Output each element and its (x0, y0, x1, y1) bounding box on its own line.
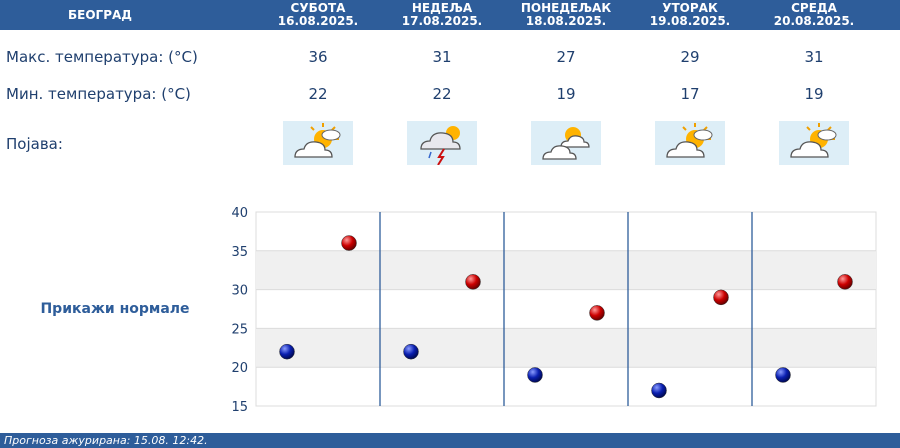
phenomenon-label: Појава: (6, 135, 63, 153)
day-name: ПОНЕДЕЉАК (520, 1, 612, 15)
partly-cloudy-sun-icon (531, 121, 601, 165)
day-name: СУБОТА (290, 1, 346, 15)
day-date: 19.08.2025. (649, 14, 731, 28)
max-temp-value: 29 (680, 48, 700, 66)
max-temp-point (341, 235, 357, 251)
max-temp-point (837, 274, 853, 290)
day-header-2: НЕДЕЉА 17.08.2025. (380, 2, 504, 28)
day-date: 20.08.2025. (773, 14, 855, 28)
max-temp-value: 31 (804, 48, 824, 66)
grid-band (256, 328, 876, 368)
y-tick-label: 25 (231, 322, 248, 337)
y-tick-label: 30 (231, 284, 248, 299)
min-temp-label: Мин. температура: (°C) (6, 85, 191, 103)
day-header-1: СУБОТА 16.08.2025. (256, 2, 380, 28)
partly-cloudy-sun-icon (283, 121, 353, 165)
max-temp-point (465, 274, 481, 290)
max-temp-value: 27 (556, 48, 576, 66)
max-temp-label: Макс. температура: (°C) (6, 48, 198, 66)
footer-bar: Прогноза ажурирана: 15.08. 12:42. (0, 433, 900, 448)
forecast-updated-text: Прогноза ажурирана: 15.08. 12:42. (4, 434, 208, 447)
thunderstorm-icon (407, 121, 477, 166)
forecast-header: БЕОГРАД СУБОТА 16.08.2025. НЕДЕЉА 17.08.… (0, 0, 900, 30)
show-normals-button[interactable]: Прикажи нормале (40, 301, 190, 317)
min-temp-point (651, 382, 667, 399)
min-temp-point (775, 367, 791, 383)
min-temp-point (279, 343, 295, 360)
partly-cloudy-sun-icon (655, 121, 725, 165)
max-temp-value: 36 (308, 48, 328, 66)
y-tick-label: 35 (231, 245, 248, 260)
grid-band (256, 250, 876, 290)
max-temp-value: 31 (432, 48, 452, 66)
min-temp-point (403, 343, 419, 360)
partly-cloudy-sun-icon (779, 121, 849, 165)
y-tick-label: 20 (231, 361, 248, 376)
min-temp-value: 22 (308, 85, 328, 103)
min-temp-value: 17 (680, 85, 700, 103)
max-temp-point (713, 289, 729, 306)
min-temp-value: 19 (804, 85, 824, 103)
plot-area (255, 211, 877, 407)
day-header-4: УТОРАК 19.08.2025. (628, 2, 752, 28)
day-header-5: СРЕДА 20.08.2025. (752, 2, 876, 28)
day-name: СРЕДА (791, 1, 837, 15)
city-name: БЕОГРАД (68, 8, 132, 22)
day-header-3: ПОНЕДЕЉАК 18.08.2025. (504, 2, 628, 28)
min-temp-point (527, 367, 543, 383)
day-date: 17.08.2025. (401, 14, 483, 28)
day-date: 18.08.2025. (525, 14, 607, 28)
day-date: 16.08.2025. (277, 14, 359, 28)
day-name: НЕДЕЉА (411, 1, 473, 15)
min-temp-value: 19 (556, 85, 576, 103)
y-tick-label: 15 (231, 400, 248, 415)
day-name: УТОРАК (662, 1, 718, 15)
max-temp-point (589, 305, 605, 321)
y-tick-label: 40 (231, 206, 248, 221)
min-temp-value: 22 (432, 85, 452, 103)
